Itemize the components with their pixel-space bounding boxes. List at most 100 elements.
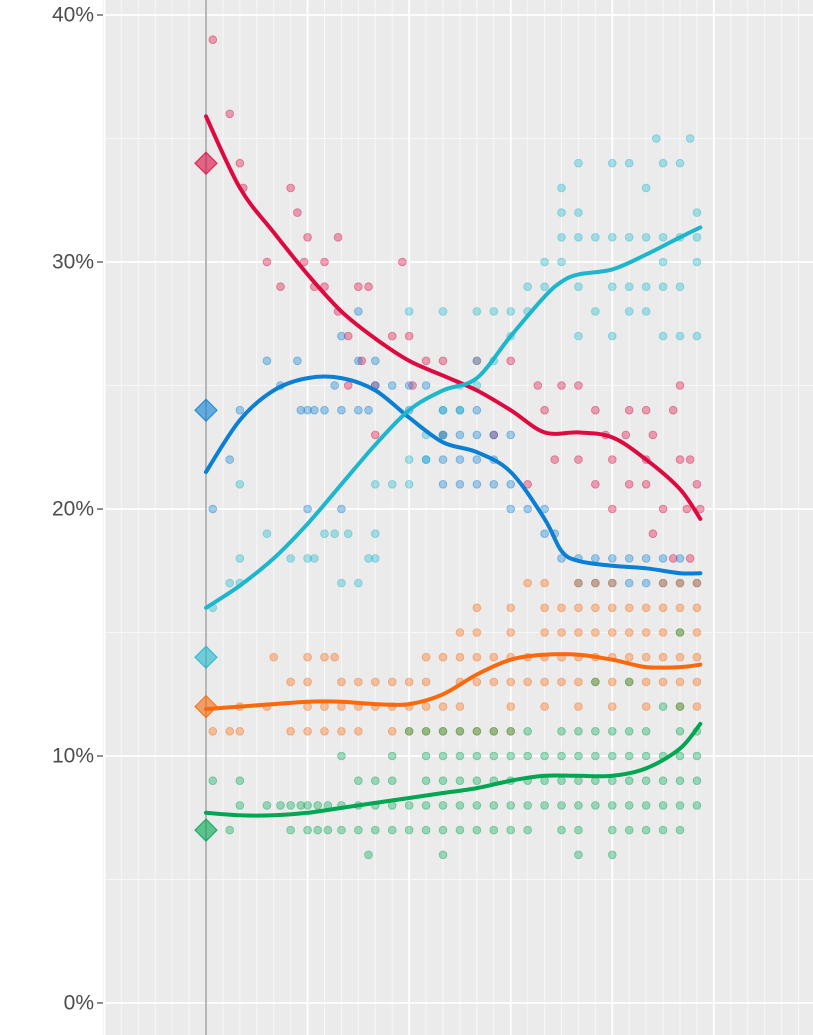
- data-point: [472, 628, 482, 637]
- data-point: [320, 726, 329, 736]
- data-point: [607, 801, 617, 810]
- data-point: [624, 282, 634, 292]
- data-point: [523, 825, 532, 835]
- data-point: [438, 751, 448, 761]
- data-point: [641, 628, 651, 637]
- data-point: [455, 726, 465, 736]
- data-point: [354, 776, 363, 785]
- data-point: [506, 628, 516, 637]
- trend-line: [204, 374, 703, 576]
- data-point: [641, 282, 651, 292]
- data-point: [685, 455, 695, 464]
- data-point: [235, 554, 245, 563]
- data-point: [591, 677, 600, 687]
- data-point: [455, 628, 465, 637]
- data-point: [540, 628, 549, 637]
- data-point: [472, 726, 482, 736]
- data-point: [591, 479, 600, 489]
- data-point: [574, 603, 583, 613]
- trend-line: [204, 721, 703, 818]
- data-point: [387, 381, 397, 390]
- data-point: [574, 331, 583, 341]
- data-point: [438, 726, 448, 736]
- data-point: [421, 825, 431, 835]
- data-point: [455, 726, 465, 736]
- data-point: [574, 233, 583, 242]
- data-point: [557, 801, 566, 810]
- data-point: [262, 257, 272, 267]
- data-point: [421, 652, 431, 662]
- y-tick: 40%: [52, 4, 103, 27]
- data-point: [675, 628, 685, 637]
- data-point: [438, 307, 448, 316]
- data-point: [624, 726, 634, 736]
- data-point: [557, 257, 566, 267]
- data-point: [675, 381, 685, 390]
- data-point: [438, 776, 448, 785]
- data-point: [343, 381, 353, 390]
- data-point: [489, 652, 499, 662]
- series-markers: [194, 151, 218, 842]
- data-point: [506, 307, 516, 316]
- data-point: [675, 331, 685, 341]
- data-point: [337, 751, 346, 761]
- series-diamond-marker: [194, 151, 218, 176]
- data-point: [489, 430, 499, 440]
- data-point: [354, 726, 363, 736]
- data-point: [506, 504, 516, 514]
- data-point: [489, 801, 499, 810]
- data-point: [235, 726, 245, 736]
- data-point: [337, 331, 346, 341]
- data-point: [455, 652, 465, 662]
- data-point: [404, 801, 414, 810]
- data-point: [408, 381, 417, 390]
- data-point: [574, 282, 583, 292]
- data-point: [472, 726, 482, 736]
- data-point: [624, 776, 634, 785]
- data-point: [540, 529, 549, 538]
- data-point: [624, 578, 634, 588]
- data-point: [591, 603, 600, 613]
- data-point: [303, 702, 312, 711]
- data-point: [591, 578, 600, 588]
- data-point: [303, 677, 312, 687]
- data-point: [648, 430, 658, 440]
- data-point: [540, 751, 549, 761]
- data-point: [591, 751, 600, 761]
- data-point: [404, 455, 414, 464]
- data-point: [320, 405, 329, 415]
- data-point: [574, 751, 583, 761]
- data-point: [404, 381, 414, 390]
- data-point: [557, 208, 566, 217]
- data-point: [675, 282, 685, 292]
- data-point: [354, 405, 363, 415]
- data-point: [557, 603, 566, 613]
- data-point: [624, 603, 634, 613]
- data-point: [320, 257, 329, 267]
- data-point: [421, 702, 431, 711]
- data-point: [235, 801, 245, 810]
- data-point: [607, 504, 617, 514]
- data-point: [472, 455, 482, 464]
- y-tick: 10%: [52, 745, 103, 768]
- data-point: [624, 554, 634, 563]
- data-point: [438, 652, 448, 662]
- data-point: [692, 257, 702, 267]
- data-point: [421, 677, 431, 687]
- data-point: [472, 825, 482, 835]
- data-point: [641, 603, 651, 613]
- data-point: [641, 578, 651, 588]
- data-point: [455, 702, 465, 711]
- data-point: [357, 356, 367, 366]
- data-point: [675, 801, 685, 810]
- data-point: [607, 158, 617, 168]
- data-point: [225, 825, 235, 835]
- data-point: [303, 726, 312, 736]
- data-point: [540, 282, 549, 292]
- data-point: [472, 603, 482, 613]
- data-point: [313, 801, 323, 810]
- data-point: [296, 801, 306, 810]
- data-point: [354, 356, 363, 366]
- data-point: [293, 356, 302, 366]
- trend-lines: [204, 114, 703, 818]
